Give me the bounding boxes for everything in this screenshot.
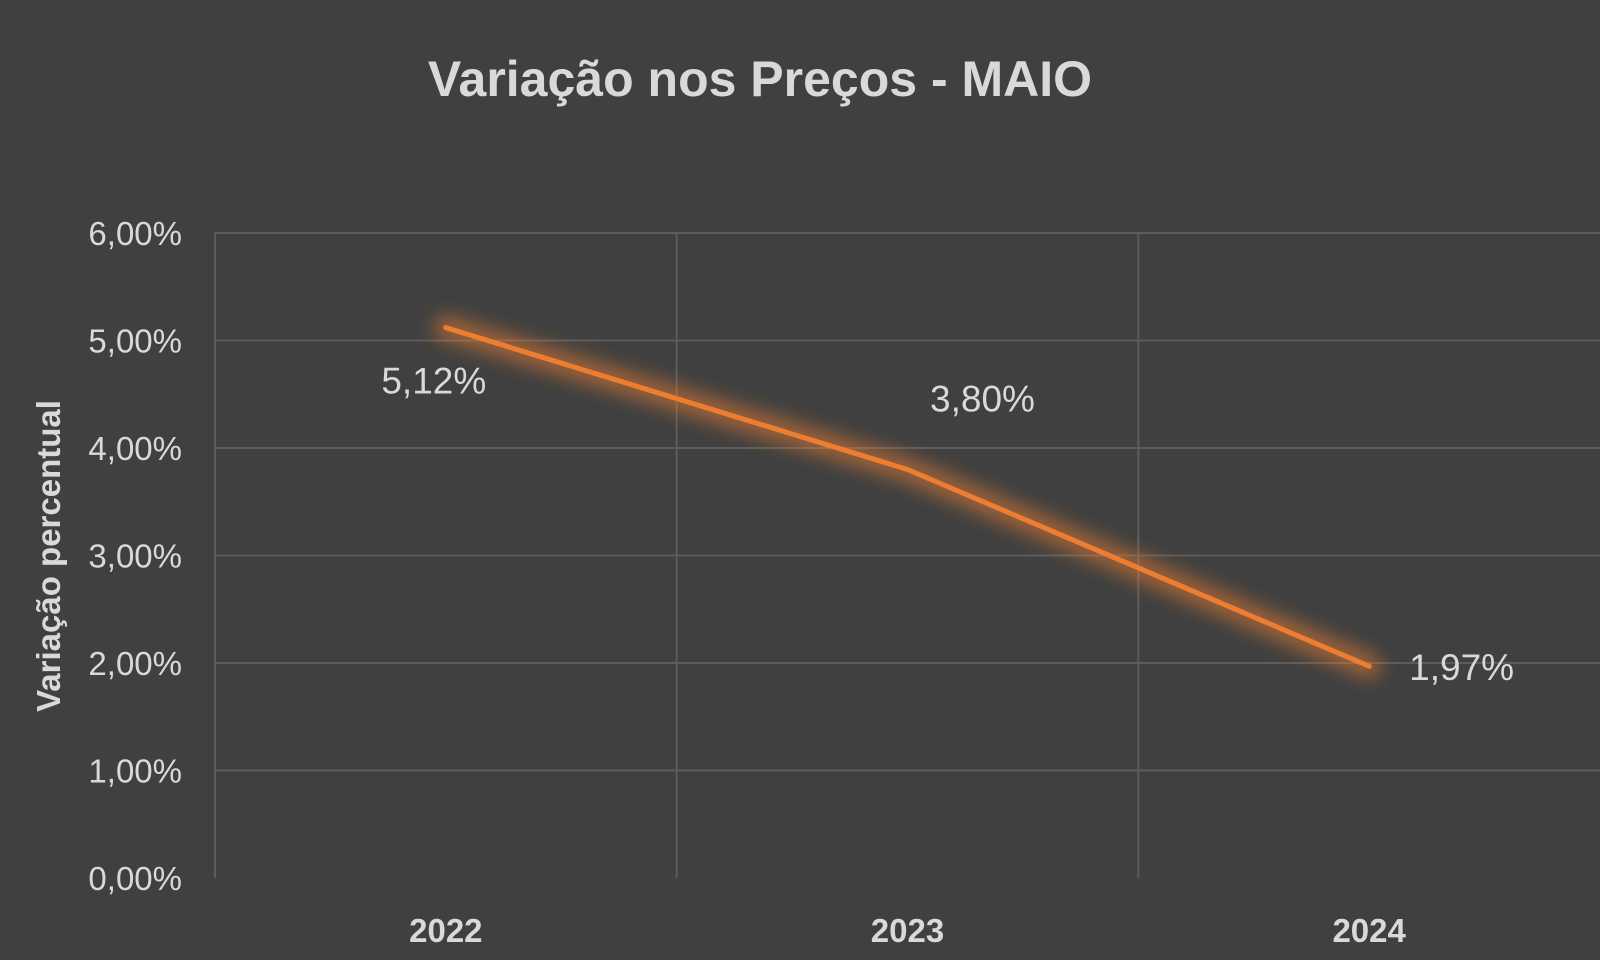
y-axis-label: Variação percentual xyxy=(30,400,67,712)
y-tick-label: 3,00% xyxy=(88,538,182,575)
series-line-glow xyxy=(433,315,1382,679)
data-point xyxy=(905,467,910,472)
data-label: 1,97% xyxy=(1409,647,1514,688)
chart-title: Variação nos Preços - MAIO xyxy=(428,51,1092,107)
x-tick-label: 2023 xyxy=(871,912,944,949)
y-tick-label: 0,00% xyxy=(88,860,182,897)
data-labels: 5,12% 3,80% 1,97% xyxy=(381,361,1514,689)
x-axis-ticks: 2022 2023 2024 xyxy=(409,912,1406,949)
y-tick-label: 4,00% xyxy=(88,430,182,467)
data-point xyxy=(1366,663,1372,669)
y-axis-ticks: 0,00% 1,00% 2,00% 3,00% 4,00% 5,00% 6,00% xyxy=(88,215,182,897)
x-tick-label: 2024 xyxy=(1332,912,1406,949)
y-tick-label: 5,00% xyxy=(88,323,182,360)
x-tick-label: 2022 xyxy=(409,912,482,949)
y-tick-label: 6,00% xyxy=(88,215,182,252)
data-label: 3,80% xyxy=(930,379,1035,420)
data-label: 5,12% xyxy=(381,361,486,402)
grid xyxy=(214,232,1600,878)
y-tick-label: 2,00% xyxy=(88,645,182,682)
data-point xyxy=(443,325,449,331)
series-layer xyxy=(433,315,1382,679)
y-tick-label: 1,00% xyxy=(88,753,182,790)
